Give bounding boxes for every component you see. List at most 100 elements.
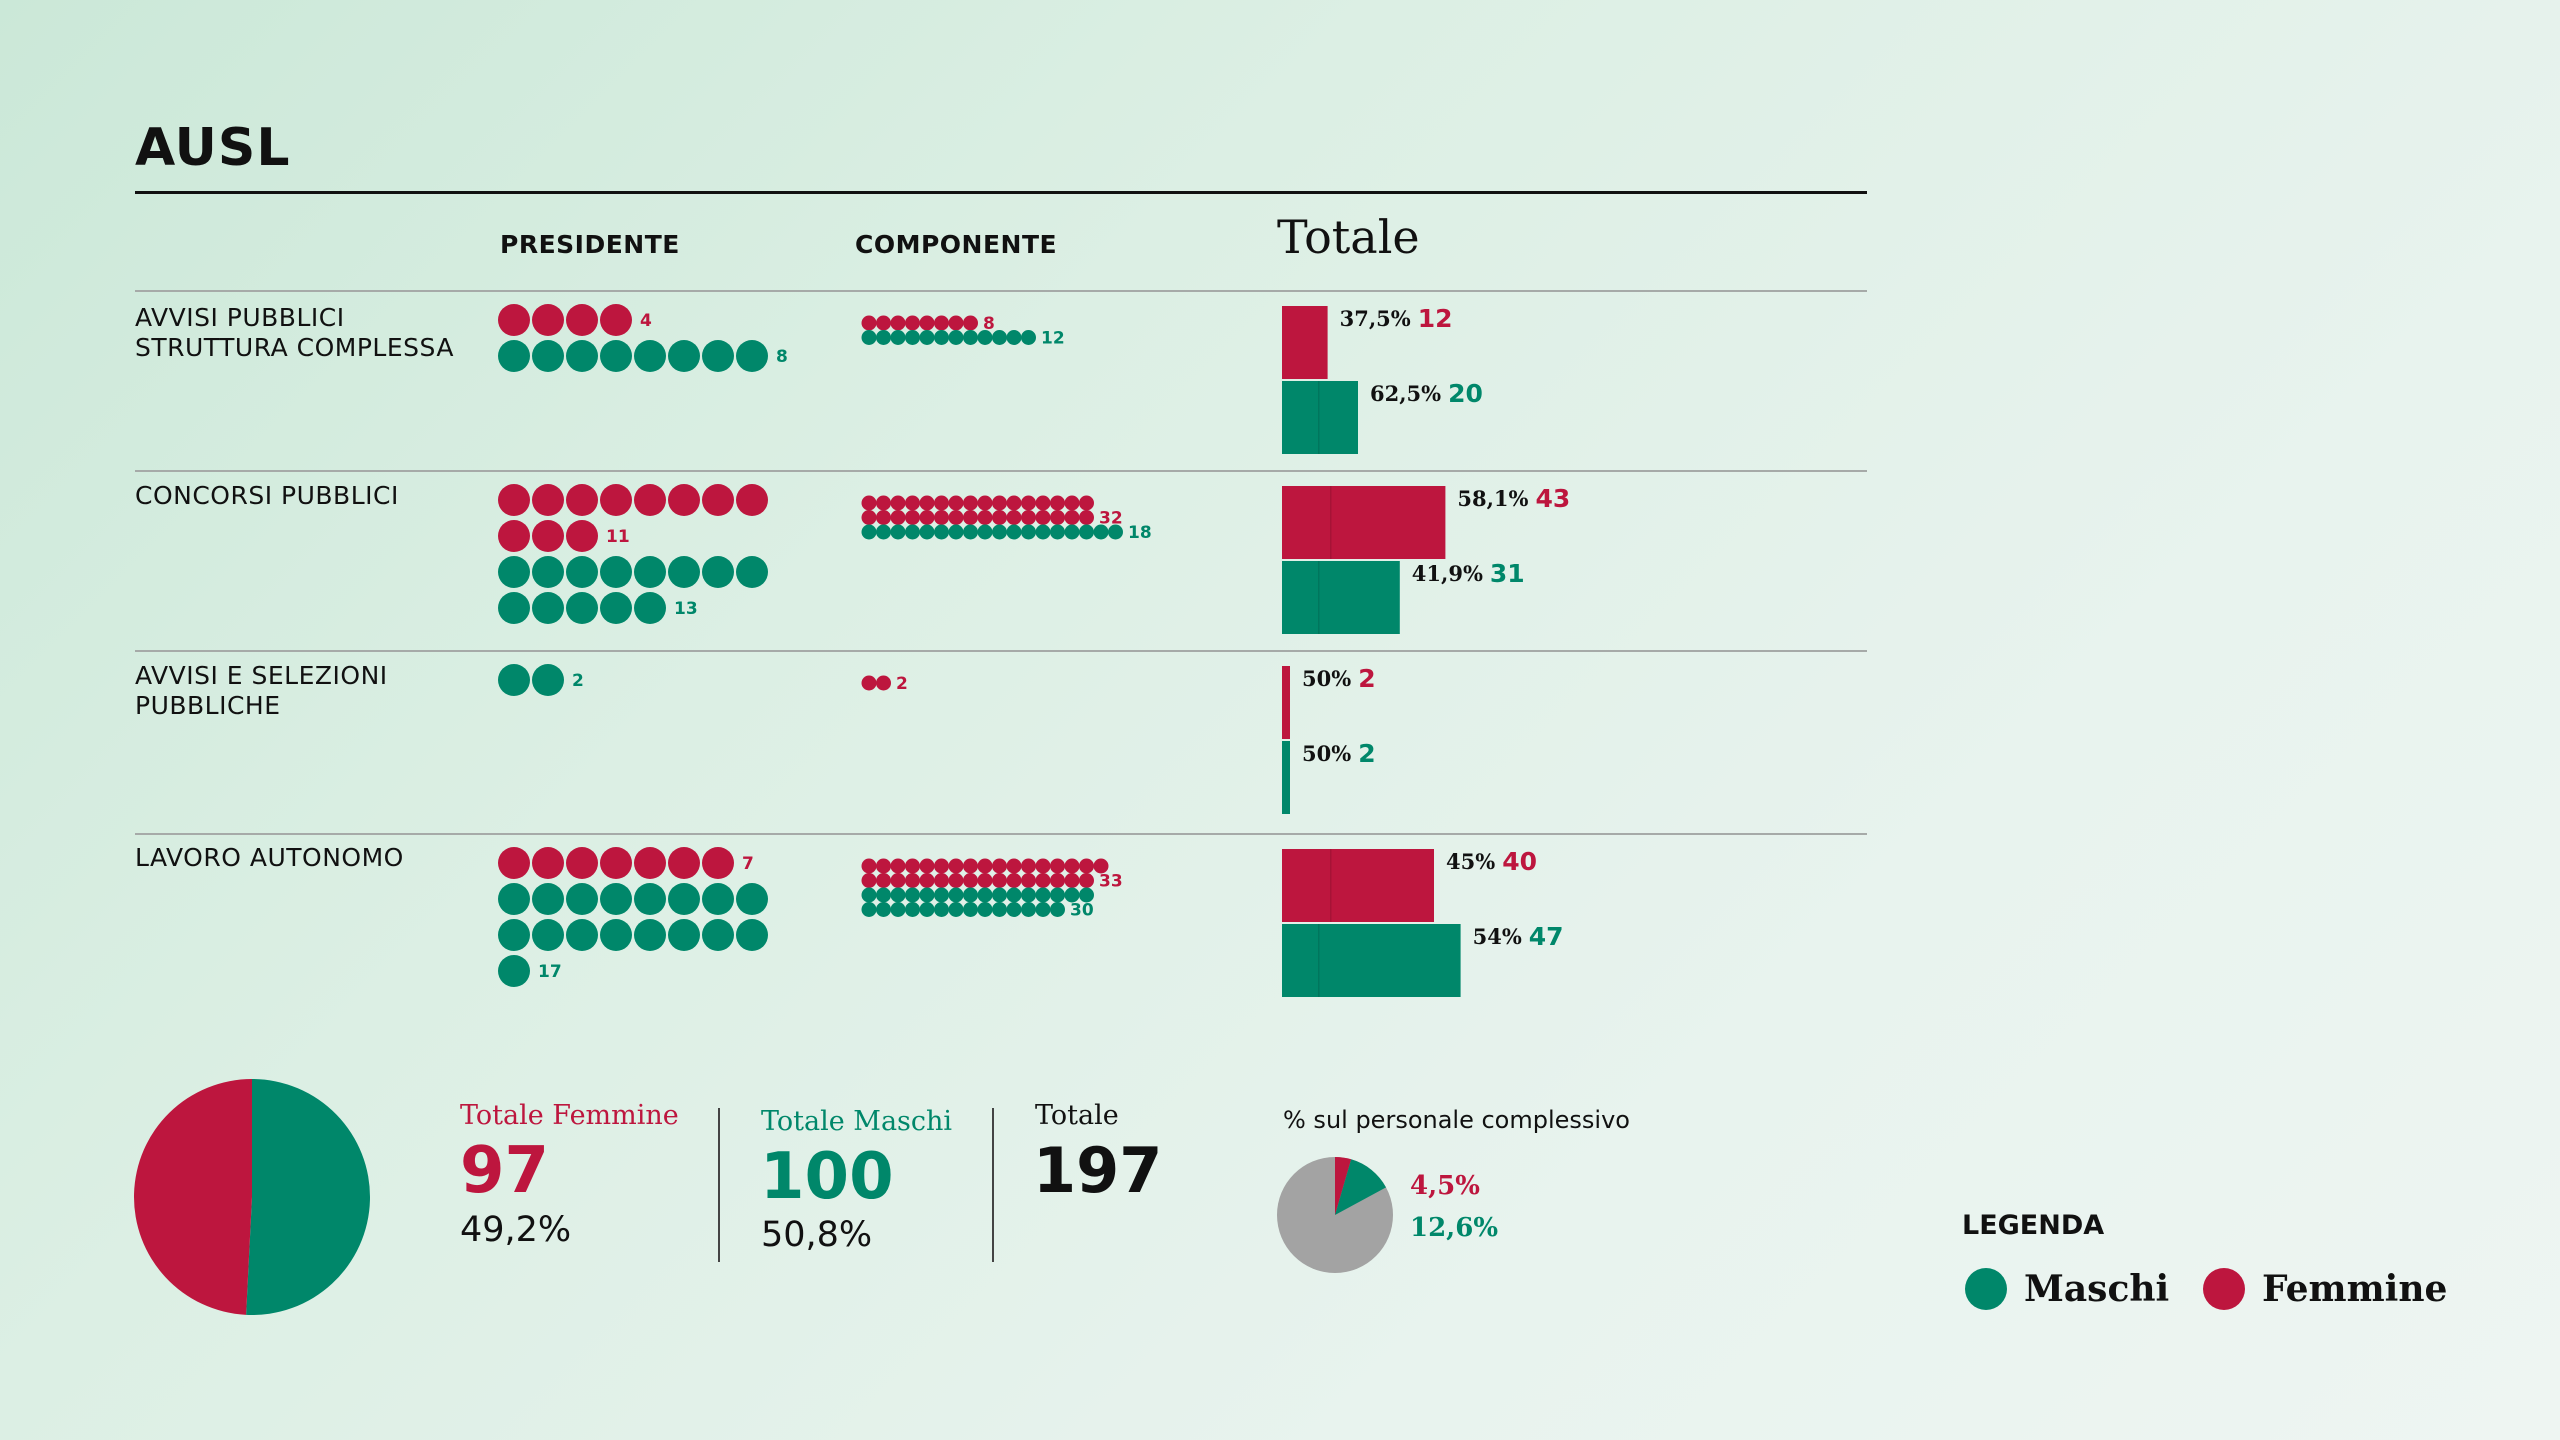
componente-maschi-count: 30 xyxy=(1070,901,1094,921)
totale-femmine-pct: 58,1% xyxy=(1457,486,1528,511)
componente-maschi-dot xyxy=(1050,887,1065,903)
presidente-maschi-dot xyxy=(702,919,734,951)
totale-femmine-bar xyxy=(1282,666,1290,739)
presidente-maschi-dot xyxy=(600,556,632,588)
page-title: AUSL xyxy=(135,118,291,178)
totale-femmine-count: 40 xyxy=(1502,847,1537,876)
presidente-maschi-dot xyxy=(736,556,768,588)
presidente-maschi-dot xyxy=(736,883,768,915)
componente-femmine-dot xyxy=(919,858,935,874)
presidente-maschi-dot xyxy=(566,883,598,915)
presidente-femmine-dot xyxy=(668,484,700,516)
totale-maschi-value: 100 xyxy=(760,1140,894,1214)
componente-femmine-dot xyxy=(890,495,906,511)
presidente-maschi-dot xyxy=(498,340,530,372)
componente-femmine-dot xyxy=(934,495,949,511)
presidente-maschi-dot xyxy=(532,340,564,372)
componente-maschi-dot xyxy=(1006,330,1022,345)
componente-femmine-dot xyxy=(890,315,906,331)
componente-maschi-dot xyxy=(1079,524,1094,540)
componente-femmine-dot xyxy=(919,873,935,888)
presidente-maschi-count: 8 xyxy=(776,347,788,367)
column-header-componente: COMPONENTE xyxy=(855,230,1058,259)
presidente-maschi-dot xyxy=(702,340,734,372)
componente-maschi-dot xyxy=(963,330,978,345)
presidente-maschi-dot xyxy=(498,955,530,987)
componente-femmine-dot xyxy=(1050,858,1065,874)
componente-maschi-dot xyxy=(1021,524,1036,540)
componente-maschi-dot xyxy=(977,330,993,345)
presidente-maschi-dot xyxy=(634,883,666,915)
presidente-maschi-dot xyxy=(634,340,666,372)
presidente-maschi-dot xyxy=(600,340,632,372)
totale-maschi-bar-divider xyxy=(1318,924,1320,997)
componente-femmine-dot xyxy=(861,510,877,525)
presidente-maschi-dot xyxy=(668,340,700,372)
componente-maschi-dot xyxy=(861,524,877,540)
column-header-totale: Totale xyxy=(1277,210,1420,264)
row-label-line: AVVISI PUBBLICI xyxy=(135,303,345,332)
row-label-concorsi-pubblici: CONCORSI PUBBLICI xyxy=(135,481,399,511)
componente-maschi-dot xyxy=(1050,902,1065,917)
presidente-femmine-dot xyxy=(532,304,564,336)
componente-femmine-dot xyxy=(890,858,906,874)
componente-maschi-dot xyxy=(890,524,906,540)
componente-maschi-dot xyxy=(1035,902,1051,917)
componente-femmine-dot xyxy=(1006,510,1022,525)
componente-femmine-dot xyxy=(992,858,1007,874)
presidente-maschi-dot xyxy=(566,592,598,624)
presidente-maschi-dot xyxy=(498,664,530,696)
row-label-line: CONCORSI PUBBLICI xyxy=(135,481,399,510)
componente-femmine-dot xyxy=(992,873,1007,888)
componente-maschi-dot xyxy=(861,887,877,903)
totale-maschi-bar xyxy=(1282,924,1461,997)
componente-maschi-dot xyxy=(890,330,906,345)
legend-maschi-label: Maschi xyxy=(2024,1268,2170,1310)
componente-femmine-count: 32 xyxy=(1099,509,1123,529)
componente-femmine-dot xyxy=(963,495,978,511)
presidente-femmine-count: 4 xyxy=(640,311,652,331)
componente-femmine-dot xyxy=(1035,495,1051,511)
componente-maschi-dot xyxy=(963,902,978,917)
presidente-maschi-dot xyxy=(634,919,666,951)
presidente-maschi-dot xyxy=(566,556,598,588)
componente-femmine-count: 33 xyxy=(1099,872,1123,892)
column-header-presidente: PRESIDENTE xyxy=(500,230,680,259)
componente-femmine-dot xyxy=(1064,495,1080,511)
presidente-femmine-dot xyxy=(634,484,666,516)
personale-label: % sul personale complessivo xyxy=(1283,1106,1630,1134)
totale-maschi-count: 47 xyxy=(1529,922,1564,951)
componente-femmine-dot xyxy=(977,858,993,874)
componente-maschi-count: 18 xyxy=(1128,523,1152,543)
presidente-femmine-dot xyxy=(532,520,564,552)
componente-maschi-dot xyxy=(876,887,891,903)
presidente-maschi-dot xyxy=(600,919,632,951)
presidente-maschi-dot xyxy=(498,556,530,588)
totale-value: 197 xyxy=(1033,1134,1163,1207)
componente-maschi-dot xyxy=(905,902,920,917)
totale-femmine-label: Totale Femmine xyxy=(460,1100,679,1131)
componente-maschi-dot xyxy=(861,902,877,917)
componente-maschi-dot xyxy=(992,902,1007,917)
legend-femmine-label: Femmine xyxy=(2262,1268,2448,1310)
componente-maschi-dot xyxy=(876,902,891,917)
componente-femmine-dot xyxy=(934,510,949,525)
componente-maschi-dot xyxy=(934,902,949,917)
presidente-femmine-dot xyxy=(566,520,598,552)
componente-maschi-dot xyxy=(977,902,993,917)
componente-femmine-dot xyxy=(905,495,920,511)
row-label-line: AVVISI E SELEZIONI xyxy=(135,661,388,690)
personale-maschi-pct: 12,6% xyxy=(1410,1213,1499,1243)
componente-femmine-dot xyxy=(1021,510,1036,525)
componente-femmine-dot xyxy=(963,858,978,874)
presidente-maschi-dot xyxy=(736,340,768,372)
presidente-femmine-dot xyxy=(600,484,632,516)
componente-femmine-dot xyxy=(977,495,993,511)
presidente-maschi-dot xyxy=(668,883,700,915)
componente-femmine-dot xyxy=(1050,495,1065,511)
row-divider xyxy=(135,470,1867,472)
totale-maschi-label: Totale Maschi xyxy=(761,1106,953,1137)
summary-divider xyxy=(992,1108,994,1262)
componente-maschi-dot xyxy=(1093,524,1109,540)
